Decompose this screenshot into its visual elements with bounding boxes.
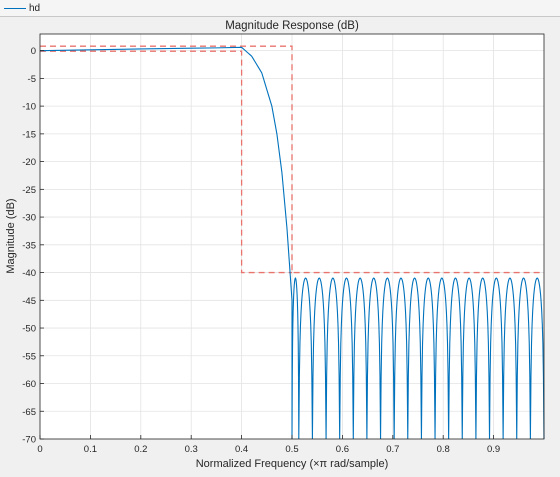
mask-upper-line bbox=[40, 45, 544, 274]
x-tick-label: 0.6 bbox=[336, 444, 349, 455]
y-tick-label: -50 bbox=[22, 324, 36, 335]
x-axis-label: Normalized Frequency (×π rad/sample) bbox=[196, 458, 389, 470]
x-ticks: 0 0.1 0.2 0.3 0.4 0.5 0.6 0.7 0.8 0.9 bbox=[37, 435, 500, 455]
x-tick-label: 0.5 bbox=[285, 444, 298, 455]
y-ticks: 0 -5 -10 -15 -20 -25 -30 -35 -40 -45 -50 -55 -60 -65 -… bbox=[22, 46, 44, 446]
y-tick-label: -30 bbox=[22, 213, 36, 224]
series-layer bbox=[39, 46, 545, 440]
x-tick-label: 0.8 bbox=[437, 444, 450, 455]
y-tick-label: -20 bbox=[22, 157, 36, 168]
y-tick-label: -10 bbox=[22, 102, 36, 113]
y-tick-label: -40 bbox=[22, 268, 36, 279]
mask-lower-line bbox=[40, 50, 292, 274]
y-tick-label: -55 bbox=[22, 351, 36, 362]
legend-bar: hd bbox=[0, 0, 560, 17]
y-tick-label: -25 bbox=[22, 185, 36, 196]
chart-title: Magnitude Response (dB) bbox=[225, 20, 359, 32]
y-tick-label: -35 bbox=[22, 240, 36, 251]
x-tick-label: 0 bbox=[37, 444, 42, 455]
x-tick-label: 0.2 bbox=[134, 444, 147, 455]
y-tick-label: -60 bbox=[22, 379, 36, 390]
y-tick-label: -15 bbox=[22, 129, 36, 140]
y-tick-label: -65 bbox=[22, 407, 36, 418]
x-tick-label: 0.7 bbox=[386, 444, 399, 455]
x-tick-label: 0.9 bbox=[487, 444, 500, 455]
legend-entry-hd[interactable]: hd bbox=[4, 0, 40, 16]
x-tick-label: 0.3 bbox=[185, 444, 198, 455]
series-line-hd bbox=[39, 46, 545, 440]
x-tick-label: 0.4 bbox=[235, 444, 248, 455]
y-tick-label: -45 bbox=[22, 296, 36, 307]
x-tick-label: 0.1 bbox=[84, 444, 97, 455]
spec-mask bbox=[40, 45, 544, 274]
y-tick-label: -70 bbox=[22, 435, 36, 446]
y-axis-label: Magnitude (dB) bbox=[5, 198, 17, 273]
y-tick-label: 0 bbox=[31, 46, 36, 57]
y-tick-label: -5 bbox=[28, 74, 36, 85]
legend-swatch bbox=[4, 7, 26, 9]
legend-label: hd bbox=[29, 2, 41, 14]
